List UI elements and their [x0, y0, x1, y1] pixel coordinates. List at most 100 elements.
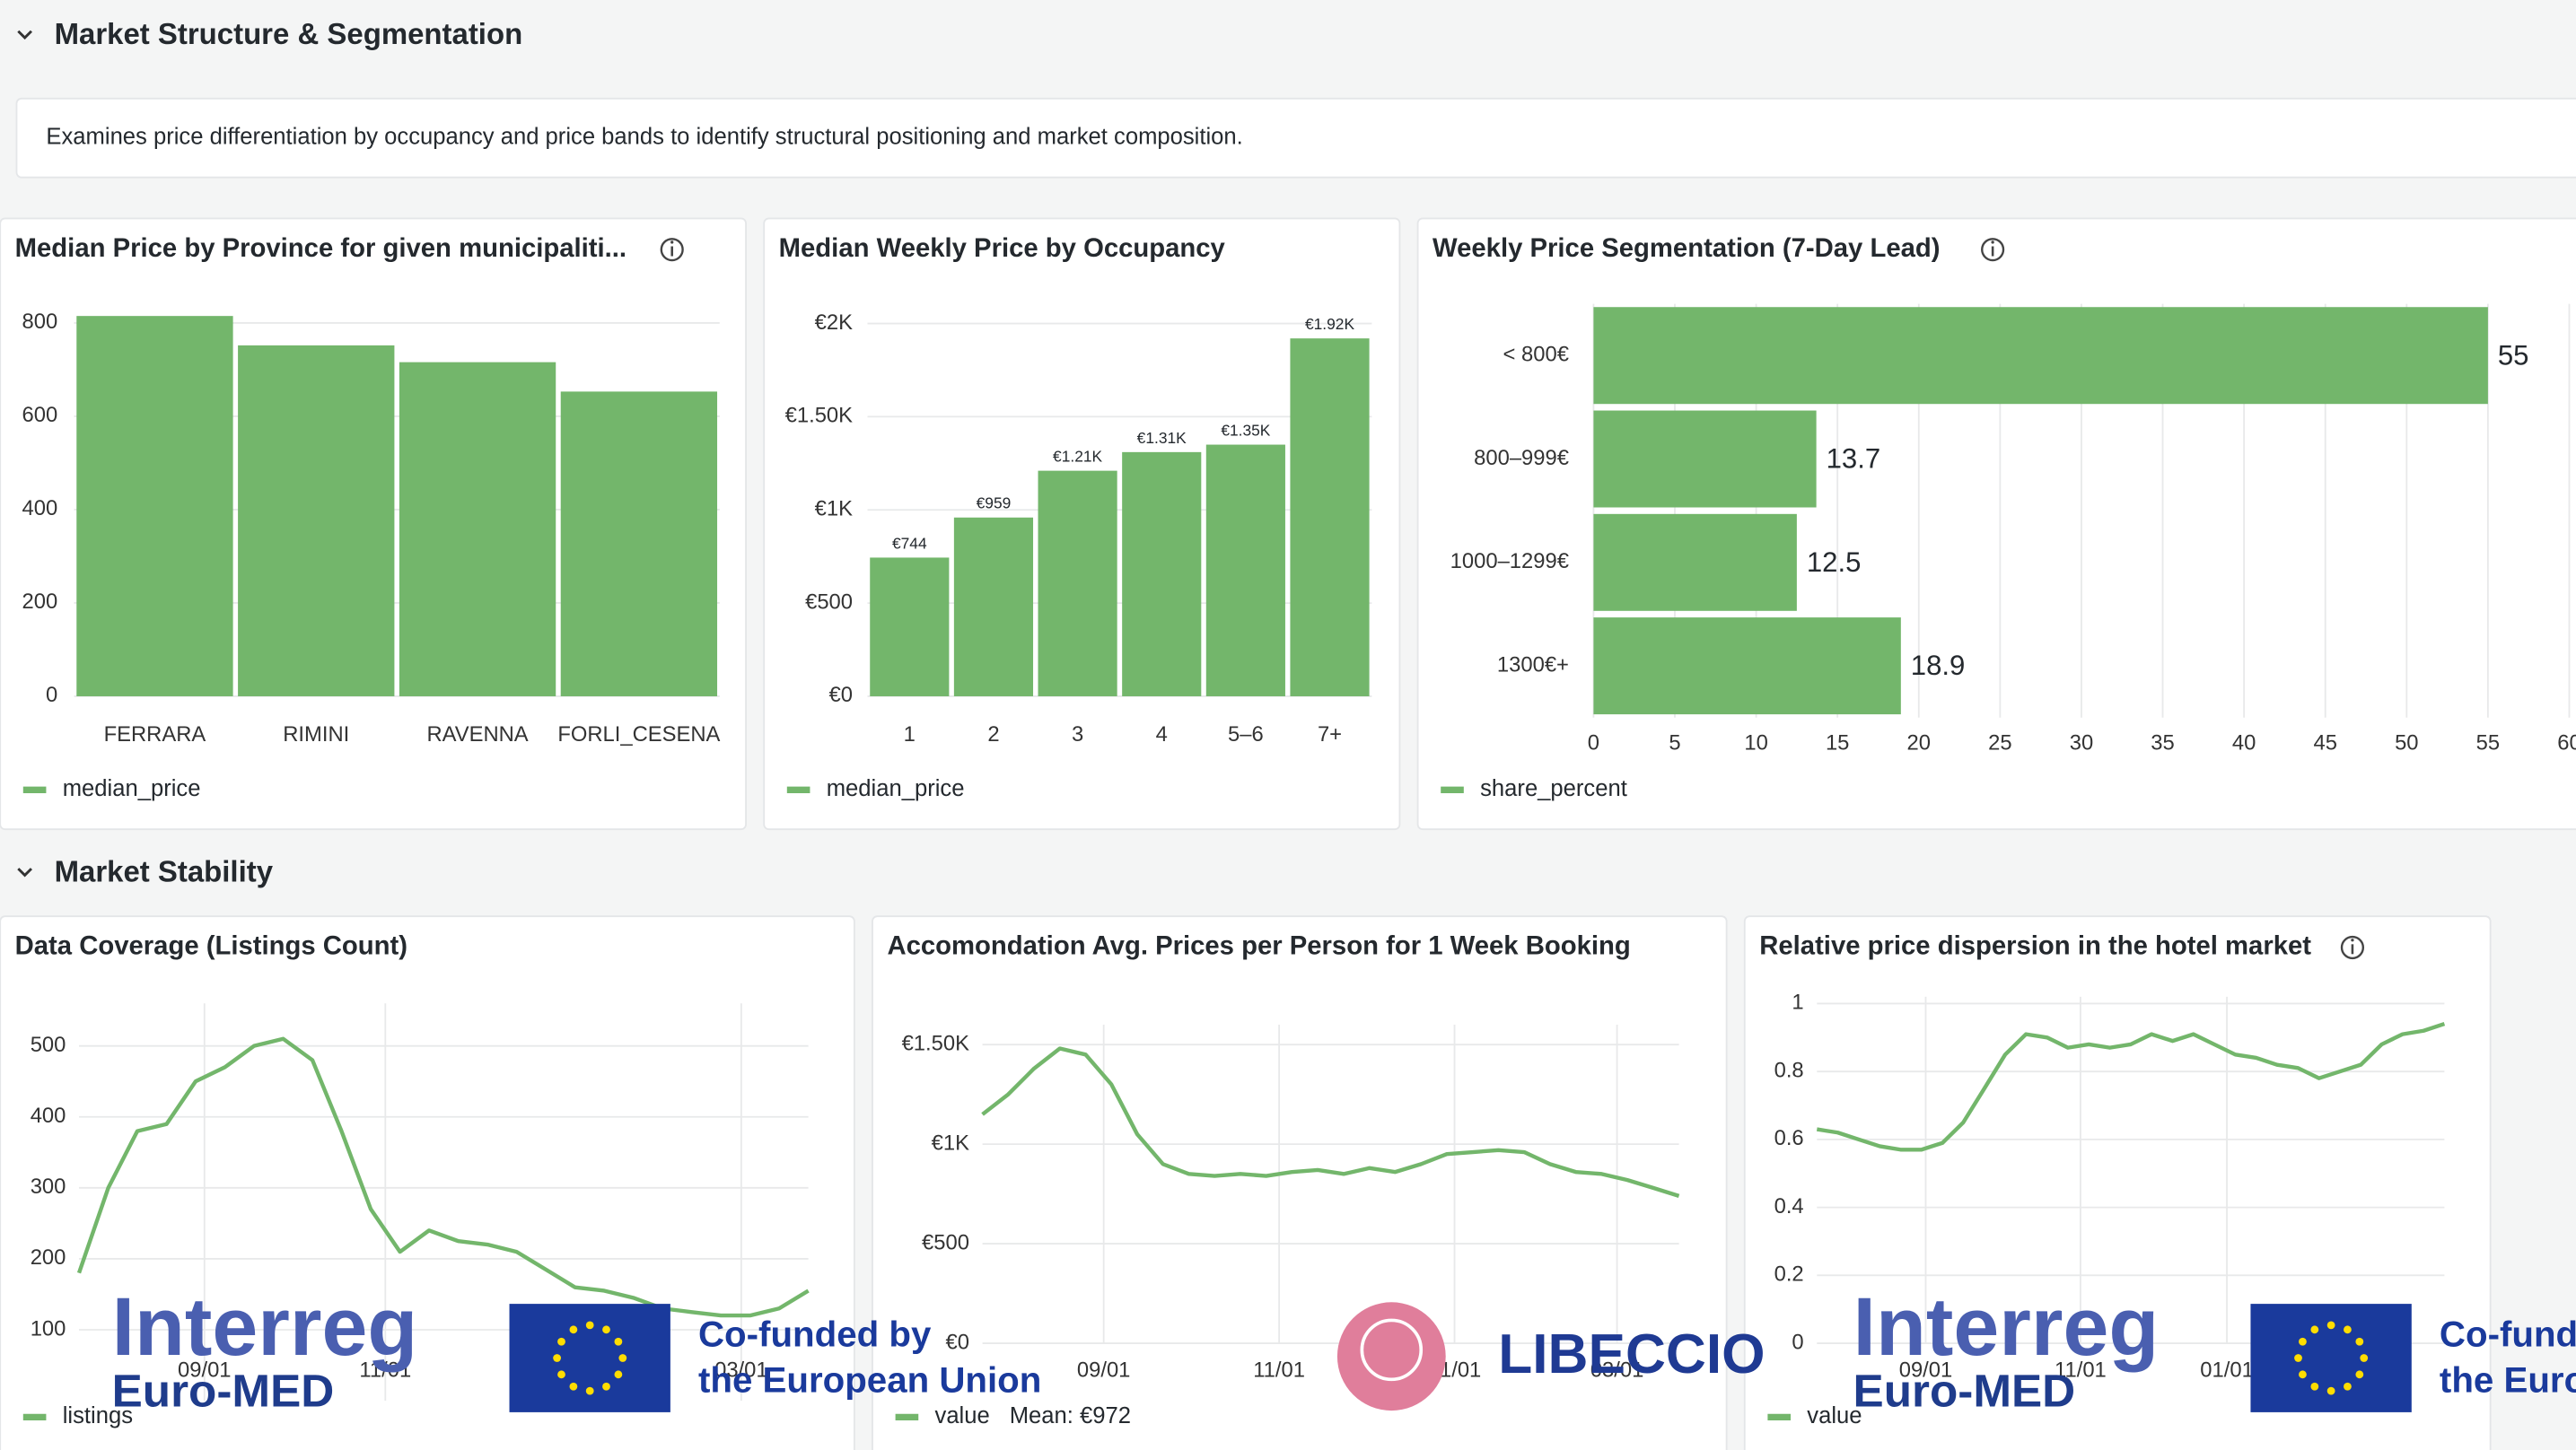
eu-star	[2344, 1382, 2352, 1391]
info-icon	[1991, 240, 1994, 244]
eu-star	[585, 1321, 594, 1330]
legend-mean: Mean: €972	[1010, 1403, 1131, 1428]
eu-star	[2360, 1354, 2369, 1362]
panel-title: Data Coverage (Listings Count)	[15, 931, 407, 961]
x-tick-label: 09/01	[1077, 1358, 1131, 1382]
logo-libeccio-icon	[1336, 1302, 1446, 1411]
section-title[interactable]: Market Structure & Segmentation	[55, 17, 523, 50]
x-tick-label: 40	[2232, 730, 2256, 755]
y-tick-label: €1.50K	[902, 1031, 970, 1055]
y-tick-label: 400	[22, 496, 58, 520]
eu-star	[553, 1354, 561, 1362]
value-label: €1.92K	[1305, 315, 1354, 333]
bar	[1122, 451, 1202, 696]
x-tick-label: RAVENNA	[426, 722, 528, 747]
x-tick-label: 3	[1072, 722, 1083, 747]
y-tick-label: 1000–1299€	[1450, 549, 1569, 573]
x-tick-label: 5	[1669, 730, 1680, 755]
x-tick-label: 15	[1826, 730, 1849, 755]
info-icon	[660, 238, 684, 262]
eu-star	[585, 1386, 594, 1395]
panel-title: Median Price by Province for given munic…	[15, 233, 626, 263]
y-tick-label: 1300€+	[1497, 652, 1569, 677]
legend-label: value	[935, 1403, 990, 1428]
x-tick-label: 55	[2476, 730, 2500, 755]
eu-star	[2344, 1325, 2352, 1334]
logo-cofunded: the European Union	[698, 1360, 1041, 1401]
x-tick-label: 20	[1907, 730, 1931, 755]
y-tick-label: 500	[31, 1033, 66, 1057]
bar	[1593, 617, 1901, 715]
y-tick-label: 0	[1792, 1330, 1803, 1354]
x-tick-label: 11/01	[2055, 1358, 2107, 1382]
x-tick-label: 09/01	[1899, 1358, 1953, 1382]
line-series	[76, 1036, 810, 1318]
eu-star	[2326, 1321, 2335, 1330]
collapse-chevron[interactable]	[17, 30, 32, 40]
eu-star	[2310, 1382, 2319, 1391]
y-tick-label: 200	[31, 1245, 66, 1270]
eu-star	[2355, 1337, 2364, 1346]
value-label: 13.7	[1827, 443, 1881, 475]
panel-title: Median Weekly Price by Occupancy	[779, 233, 1226, 263]
logo-interreg: Interreg	[1853, 1281, 2160, 1373]
bar	[399, 362, 556, 696]
logo-cofunded: Co-funded by	[2440, 1314, 2576, 1354]
x-tick-label: 7+	[1318, 722, 1342, 747]
value-label: €1.31K	[1137, 429, 1187, 447]
legend-label: median_price	[63, 776, 201, 801]
y-tick-label: 0.4	[1774, 1194, 1804, 1219]
eu-flag	[509, 1304, 670, 1412]
bar	[870, 557, 950, 696]
y-tick-label: 800	[22, 310, 58, 334]
x-tick-label: 01/01	[2200, 1358, 2254, 1382]
x-tick-label: 4	[1156, 722, 1168, 747]
bar	[1038, 470, 1117, 696]
eu-star	[602, 1382, 610, 1391]
bar	[1205, 444, 1285, 696]
y-tick-label: 0.8	[1774, 1058, 1804, 1082]
y-tick-label: €0	[946, 1330, 969, 1354]
value-label: €744	[892, 534, 927, 552]
eu-star	[614, 1370, 623, 1379]
info-icon	[1981, 238, 2005, 262]
eu-star	[2326, 1386, 2335, 1395]
x-tick-label: 1	[904, 722, 916, 747]
x-tick-label: 50	[2395, 730, 2418, 755]
panel-title: Weekly Price Segmentation (7-Day Lead)	[1433, 233, 1940, 263]
logo-libeccio: LIBECCIO	[1498, 1323, 1765, 1385]
bar	[1593, 410, 1817, 508]
logo-euromed: Euro-MED	[112, 1365, 335, 1416]
x-tick-label: 11/01	[1253, 1358, 1305, 1382]
x-tick-label: 10	[1744, 730, 1767, 755]
info-icon	[670, 240, 674, 244]
x-tick-label: FORLI_CESENA	[557, 722, 720, 747]
collapse-chevron[interactable]	[17, 868, 32, 878]
x-tick-label: RIMINI	[283, 722, 349, 747]
value-label: 12.5	[1807, 546, 1862, 578]
description-box	[15, 97, 2576, 179]
y-tick-label: < 800€	[1503, 343, 1569, 367]
value-label: €1.21K	[1053, 448, 1102, 466]
y-tick-label: €500	[922, 1230, 969, 1254]
line-series	[981, 1046, 1680, 1198]
x-tick-label: 0	[1588, 730, 1599, 755]
info-icon	[2340, 935, 2365, 960]
panel-title: Relative price dispersion in the hotel m…	[1759, 931, 2311, 961]
value-label: 18.9	[1911, 650, 1966, 681]
panel-title: Accomondation Avg. Prices per Person for…	[887, 931, 1630, 961]
y-tick-label: €1.50K	[785, 404, 854, 428]
eu-star	[569, 1325, 578, 1334]
x-tick-label: 30	[2070, 730, 2093, 755]
x-tick-label: 11/01	[359, 1358, 411, 1382]
info-icon	[2351, 939, 2354, 942]
legend-label: value	[1807, 1403, 1862, 1428]
y-tick-label: 600	[22, 403, 58, 427]
section-title[interactable]: Market Stability	[55, 854, 274, 887]
x-tick-label: 09/01	[178, 1358, 232, 1382]
y-tick-label: 800–999€	[1474, 446, 1569, 470]
y-tick-label: 0.2	[1774, 1262, 1804, 1287]
logo-euromed: Euro-MED	[1853, 1365, 2076, 1416]
y-tick-label: €2K	[815, 310, 853, 335]
